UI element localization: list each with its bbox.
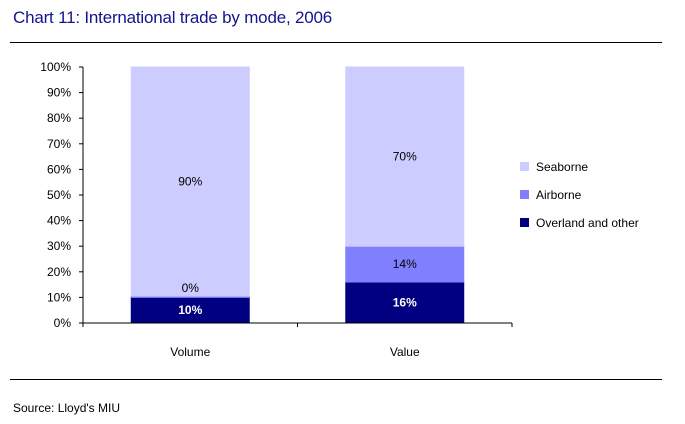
y-tick-label: 90% (47, 86, 71, 100)
data-label: 10% (178, 303, 202, 317)
bars: 10% 0% 90% 16% 14% 70% (130, 66, 465, 324)
data-label: 0% (182, 281, 200, 295)
legend-label: Airborne (536, 188, 582, 202)
bottom-divider (10, 379, 662, 380)
legend-label: Overland and other (536, 216, 639, 230)
legend-swatch (520, 218, 529, 227)
bar-segment (345, 245, 465, 283)
x-category-label: Volume (170, 345, 210, 359)
data-label: 90% (178, 175, 202, 189)
y-tick-label: 40% (47, 214, 71, 228)
bar-segment (345, 281, 465, 324)
data-label: 14% (393, 257, 417, 271)
y-axis: 0% 10% 20% 30% 40% 50% 60% 70% 80% 90% 100% (40, 60, 84, 330)
y-tick-label: 100% (40, 60, 71, 74)
x-axis: Volume Value (82, 322, 513, 359)
legend-swatch (520, 190, 529, 199)
y-tick-label: 30% (47, 239, 71, 253)
source-note: Source: Lloyd's MIU (13, 401, 120, 415)
top-divider (10, 42, 662, 43)
y-tick-label: 80% (47, 111, 71, 125)
y-tick-label: 70% (47, 137, 71, 151)
data-label: 70% (393, 150, 417, 164)
y-tick-label: 0% (54, 316, 72, 330)
y-tick-label: 60% (47, 162, 71, 176)
legend: Seaborne Airborne Overland and other (520, 160, 639, 230)
bar-segment (130, 66, 250, 297)
chart-title: Chart 11: International trade by mode, 2… (13, 8, 333, 27)
legend-label: Seaborne (536, 160, 588, 174)
legend-swatch (520, 162, 529, 171)
bar-segment (345, 66, 465, 247)
y-tick-label: 20% (47, 265, 71, 279)
y-tick-label: 10% (47, 290, 71, 304)
y-tick-label: 50% (47, 188, 71, 202)
data-label: 16% (393, 296, 417, 310)
x-category-label: Value (390, 345, 420, 359)
